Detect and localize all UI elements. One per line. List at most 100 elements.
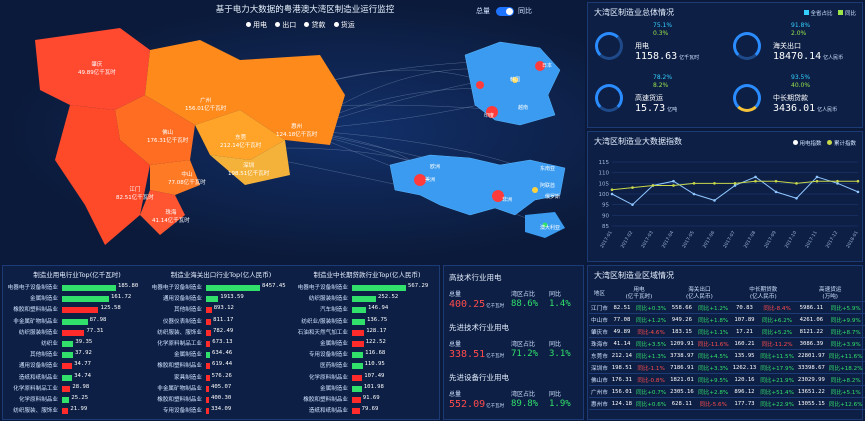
rank-row[interactable]: 纺织服装制造业 77.31 xyxy=(6,328,148,338)
legend-cumulative-index[interactable]: 累计指数 xyxy=(833,141,856,147)
rank-row[interactable]: 化学原料制品业 25.25 xyxy=(6,395,148,405)
regions-cell: 同比+8.2% xyxy=(826,373,865,386)
legend-dot-icon xyxy=(275,22,281,27)
hightech-block-0[interactable]: 高技术行业用电 总量 湾区占比 同比 400.25亿千瓦时 88.6% 1.4% xyxy=(449,272,581,318)
rank-row[interactable]: 金属制造业 122.52 xyxy=(296,339,438,349)
rank-row[interactable]: 医药制造业 110.95 xyxy=(296,361,438,371)
rank-label: 造纸和纸制品业 xyxy=(18,374,58,381)
legend-dot-icon xyxy=(246,22,251,27)
rank-value: 252.52 xyxy=(378,294,399,301)
rank-row[interactable]: 纺织服装、服饰业 782.49 xyxy=(150,328,292,338)
regions-row[interactable]: 珠海市 41.14 同比+3.5% 1209.91 同比-11.6% 160.21 同比-1… xyxy=(589,337,865,350)
toggle-switch[interactable] xyxy=(496,7,514,16)
regions-header-cell[interactable]: 高速货运 (万吨) xyxy=(795,287,865,302)
regions-row[interactable]: 惠州市 124.18 同比+0.6% 628.11 同比-5.6% 177.73 同比+22… xyxy=(589,397,865,410)
rank-label: 其他制造业 xyxy=(30,352,58,359)
yoy-label: 同比 xyxy=(549,341,562,348)
rank-row[interactable]: 纺织服装、服饰业 21.99 xyxy=(6,406,148,416)
regions-header-cell[interactable]: 海关出口 (亿人民币) xyxy=(668,287,731,302)
legend-power[interactable]: 用电 xyxy=(253,21,267,29)
rank-row[interactable]: 橡胶和塑料制品业 619.44 xyxy=(150,361,292,371)
rank-row[interactable]: 专用设备制造业 334.09 xyxy=(150,406,292,416)
china-label-japan: 日本 xyxy=(542,63,553,69)
regions-row[interactable]: 中山市 77.08 同比+1.2% 949.26 同比+1.8% 107.89 同比+6.2… xyxy=(589,313,865,326)
rank-row[interactable]: 橡胶和塑料制品业 125.58 xyxy=(6,305,148,315)
legend-export[interactable]: 出口 xyxy=(282,21,297,29)
regions-cell: 558.66 xyxy=(668,301,696,314)
rank-row[interactable]: 金属制造业 634.46 xyxy=(150,350,292,360)
rank-label: 橡胶和塑料制品业 xyxy=(13,307,58,314)
rank-value: 79.69 xyxy=(361,406,379,413)
regions-cell: 107.89 xyxy=(730,313,759,326)
index-title: 大湾区制造业大数据指数 xyxy=(594,137,682,146)
regions-row[interactable]: 东莞市 212.14 同比+1.3% 3738.97 同比+4.5% 135.95 同比+1… xyxy=(589,349,865,362)
rank-row[interactable]: 其他制造业 37.92 xyxy=(6,350,148,360)
regions-cell: 惠州市 xyxy=(589,397,610,410)
regions-cell: 同比+9.9% xyxy=(826,313,865,326)
overview-card-freight[interactable]: 78.2% 8.2% 高速货运 15.73 亿吨 xyxy=(595,74,725,120)
world-map xyxy=(389,154,566,216)
rank-row[interactable]: 橡胶和塑料制品业 91.69 xyxy=(296,395,438,405)
regions-header-cell[interactable]: 中长期贷款 (亿人民币) xyxy=(730,287,796,302)
rank-row[interactable]: 纺织业 39.35 xyxy=(6,339,148,349)
rank-row[interactable]: 通用设备制造业 34.77 xyxy=(6,361,148,371)
rank-row[interactable]: 橡胶和塑料制品业 400.30 xyxy=(150,395,292,405)
series-point-1 xyxy=(795,182,798,185)
rank-row[interactable]: 金属制造业 161.72 xyxy=(6,294,148,304)
series-point-0 xyxy=(733,184,737,187)
rank-row[interactable]: 非金属矿物制品业 405.07 xyxy=(150,384,292,394)
rank-row[interactable]: 专用设备制造业 116.68 xyxy=(296,350,438,360)
rank-row[interactable]: 造纸和纸制品业 34.74 xyxy=(6,373,148,383)
regions-cell: 同比+21.9% xyxy=(758,373,796,386)
regions-header-cell[interactable]: 地区 xyxy=(589,287,610,302)
index-legend: 用电指数 累计指数 xyxy=(792,139,856,147)
regions-row[interactable]: 广州市 156.01 同比+0.7% 2305.16 同比+2.8% 896.12 同比+5… xyxy=(589,385,865,398)
rank-row[interactable]: 纺织服装制造业 252.52 xyxy=(296,294,438,304)
rank-row[interactable]: 化学原料制品业 107.49 xyxy=(296,373,438,383)
rank-row[interactable]: 电器电子设备制造业 567.29 xyxy=(296,283,438,293)
regions-header-cell[interactable]: 用电 (亿千瓦时) xyxy=(609,287,669,302)
rank-row[interactable]: 通用设备制造业 1913.59 xyxy=(150,294,292,304)
x-tick-label: 2017-12 xyxy=(825,230,840,249)
rank-row[interactable]: 其他制造业 893.12 xyxy=(150,305,292,315)
rank-bar xyxy=(206,307,212,314)
regions-cell: 1821.01 xyxy=(668,373,696,386)
rank-row[interactable]: 家具制造业 576.26 xyxy=(150,373,292,383)
rank-row[interactable]: 电器电子设备制造业 8457.45 xyxy=(150,283,292,293)
rank-row[interactable]: 造纸和纸制品业 79.69 xyxy=(296,406,438,416)
hightech-block-1[interactable]: 先进技术行业用电 总量 湾区占比 同比 338.51亿千瓦时 71.2% 3.1% xyxy=(449,322,581,368)
regions-row[interactable]: 肇庆市 49.89 同比-4.6% 183.15 同比+1.1% 17.21 同比+5.2%… xyxy=(589,325,865,338)
rank-row[interactable]: 仪器仪表制造业 811.17 xyxy=(150,317,292,327)
rank-row[interactable]: 汽车制造业 146.94 xyxy=(296,305,438,315)
legend-loan[interactable]: 贷款 xyxy=(311,21,326,29)
rank-bar xyxy=(352,341,364,347)
total-yoy-toggle[interactable]: 总量 同比 xyxy=(476,6,556,18)
regions-row[interactable]: 深圳市 198.51 同比-1.1% 7186.91 同比+3.3% 1262.13 同比+… xyxy=(589,361,865,374)
rank-row[interactable]: 石油和天然气加工业 128.17 xyxy=(296,328,438,338)
rank-bar xyxy=(62,397,70,403)
map-title: 基于电力大数据的粤港澳大湾区制造业运行监控 xyxy=(215,5,395,15)
hightech-block-2[interactable]: 先进设备行业用电 总量 湾区占比 同比 552.09亿千瓦时 89.8% 1.9% xyxy=(449,372,581,418)
overview-card-loan[interactable]: 93.5% 40.0% 中长期贷款 3436.01 亿人民币 xyxy=(733,74,863,120)
overview-card-export[interactable]: 91.8% 2.0% 海关出口 18470.14 亿人民币 xyxy=(733,22,863,68)
rank-row[interactable]: 电器电子设备制造业 185.80 xyxy=(6,283,148,293)
region-label-shenzhen: 深圳 198.51亿千瓦时 xyxy=(228,163,270,177)
regions-row[interactable]: 江门市 82.51 同比+0.3% 558.66 同比+1.2% 70.83 同比-8.4%… xyxy=(589,301,865,314)
hightech-panel xyxy=(443,265,584,420)
region-zhongshan xyxy=(150,160,200,195)
rank-row[interactable]: 非金属矿物制品业 87.98 xyxy=(6,317,148,327)
regions-cell: 13651.22 xyxy=(795,385,827,398)
rank-label: 电器电子设备制造业 xyxy=(151,285,202,291)
regions-cell: 13055.15 xyxy=(795,397,827,410)
regions-cell: 22801.97 xyxy=(795,349,827,362)
rank-row[interactable]: 纺织业/服装制造业 136.75 xyxy=(296,317,438,327)
overview-card-power[interactable]: 75.1% 0.3% 用电 1158.63 亿千瓦时 xyxy=(595,22,725,68)
rank-row[interactable]: 金属制造业 101.98 xyxy=(296,384,438,394)
regions-row[interactable]: 佛山市 176.31 同比-0.8% 1821.01 同比+9.5% 120.16 同比+2… xyxy=(589,373,865,386)
legend-power-index[interactable]: 用电指数 xyxy=(799,141,822,147)
rank-value: 619.44 xyxy=(211,361,233,368)
rank-row[interactable]: 化学原料制品工业 28.98 xyxy=(6,384,148,394)
rank-label: 电器电子设备制造业 xyxy=(297,285,348,291)
rank-row[interactable]: 化学原料制品工业 673.13 xyxy=(150,339,292,349)
legend-freight[interactable]: 货运 xyxy=(340,21,355,29)
